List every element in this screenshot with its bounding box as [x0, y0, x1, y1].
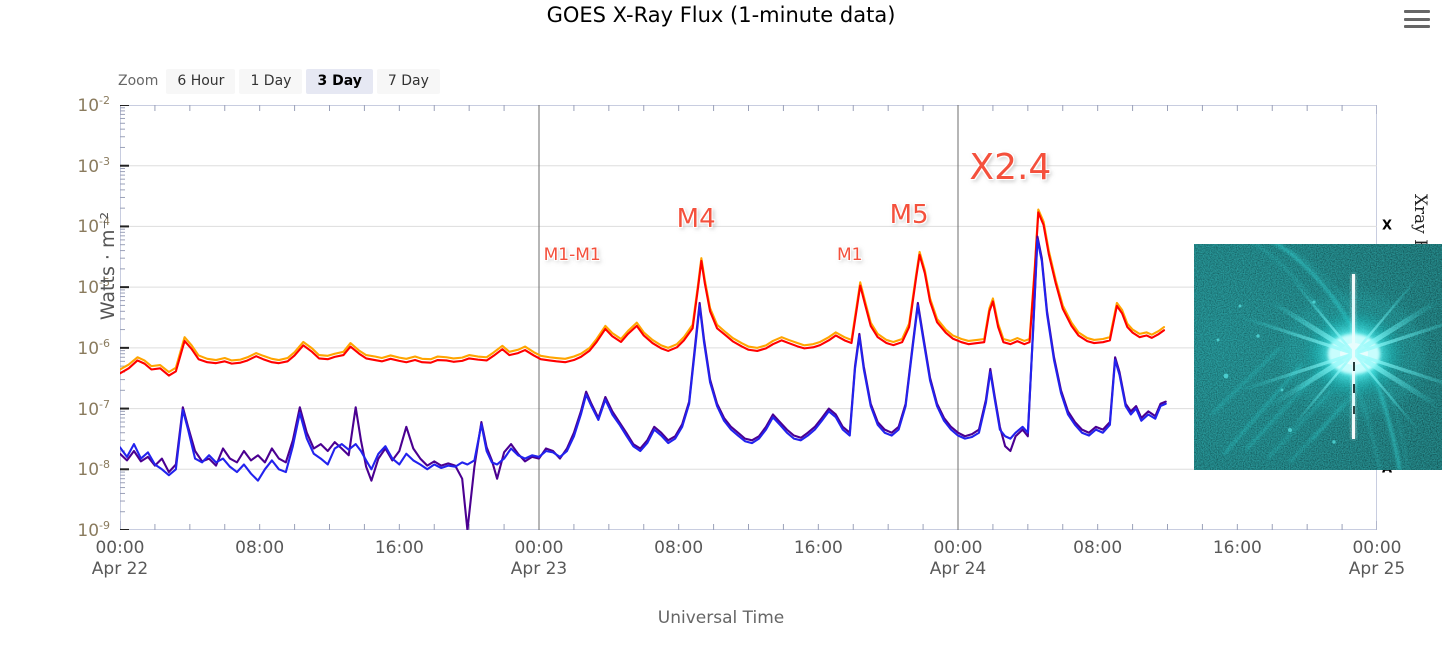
y-tick-label: 10-5: [77, 276, 110, 298]
zoom-button-3-day[interactable]: 3 Day: [306, 68, 373, 94]
menu-bar-1: [1404, 10, 1430, 13]
flare-class-X: X: [1382, 218, 1393, 234]
series-line-3: [120, 238, 1167, 482]
x-tick-time: 16:00: [1212, 538, 1262, 558]
series-line-1: [120, 211, 1166, 377]
zoom-label: Zoom: [118, 73, 159, 89]
page-title: GOES X-Ray Flux (1-minute data): [546, 3, 896, 27]
flare-annotation-x24: X2.4: [969, 147, 1052, 189]
hamburger-menu-icon[interactable]: [1404, 8, 1430, 30]
y-tick-label: 10-8: [77, 458, 110, 481]
x-tick-time: 00:00: [1352, 538, 1402, 558]
series-line-2: [120, 235, 1167, 530]
flare-annotation-m4: M4: [676, 204, 716, 235]
x-tick-date: Apr 25: [1348, 559, 1406, 579]
x-tick-label: 00:00 Apr 22: [92, 538, 148, 580]
flare-annotation-m1m1: M1-M1: [543, 244, 601, 265]
flare-annotation-m5: M5: [889, 199, 929, 230]
x-tick-label: 00:00 Apr 23: [511, 538, 567, 580]
flare-annotation-m1: M1: [837, 244, 863, 265]
y-tick-label: 10-9: [77, 519, 110, 541]
series-line-0: [120, 208, 1166, 374]
menu-bar-3: [1404, 25, 1430, 28]
x-tick-time: 08:00: [235, 538, 285, 558]
x-tick-label: 08:00: [1073, 538, 1122, 559]
zoom-button-7-day[interactable]: 7 Day: [376, 68, 440, 94]
x-axis-tick-labels: 00:00 Apr 22 08:00 16:00 00:00 Apr 23 08:00 16:…: [0, 538, 1442, 598]
x-tick-label: 08:00: [654, 538, 703, 559]
x-tick-label: 08:00: [235, 538, 284, 559]
x-tick-time: 00:00: [514, 538, 564, 558]
x-tick-time: 08:00: [654, 538, 704, 558]
x-tick-label: 00:00 Apr 25: [1349, 538, 1405, 580]
x-tick-label: 16:00: [794, 538, 843, 559]
x-tick-date: Apr 23: [510, 559, 568, 579]
zoom-button-6-hour[interactable]: 6 Hour: [166, 68, 236, 94]
solar-flare-euv-image: [1194, 244, 1442, 470]
x-tick-label: 16:00: [375, 538, 424, 559]
x-tick-time: 16:00: [793, 538, 843, 558]
x-tick-label: 00:00 Apr 24: [930, 538, 986, 580]
x-tick-date: Apr 22: [91, 559, 149, 579]
y-tick-label: 10-7: [77, 397, 110, 420]
x-tick-time: 00:00: [933, 538, 983, 558]
y-tick-label: 10-2: [77, 94, 110, 116]
x-tick-date: Apr 24: [929, 559, 987, 579]
x-tick-time: 08:00: [1073, 538, 1123, 558]
y-axis-title: Watts · m⁻²: [97, 211, 119, 321]
zoom-button-group: 6 Hour 1 Day 3 Day 7 Day: [166, 68, 444, 94]
x-tick-time: 16:00: [374, 538, 424, 558]
y-tick-label: 10-6: [77, 337, 110, 359]
y-tick-label: 10-3: [77, 154, 110, 177]
x-tick-time: 00:00: [95, 538, 145, 558]
chart-plot-area[interactable]: [120, 105, 1442, 530]
x-axis-title: Universal Time: [657, 608, 785, 628]
zoom-button-1-day[interactable]: 1 Day: [239, 68, 303, 94]
y-tick-label: 10-4: [77, 215, 110, 238]
x-tick-label: 16:00: [1213, 538, 1262, 559]
menu-bar-2: [1404, 17, 1430, 21]
y-axis-tick-labels: 10-2 10-3 10-4 10-5 10-6 10-7 10-8 10-9: [48, 94, 110, 541]
zoom-range-control: Zoom 6 Hour 1 Day 3 Day 7 Day: [118, 68, 444, 94]
chart-canvas: [120, 105, 1377, 530]
